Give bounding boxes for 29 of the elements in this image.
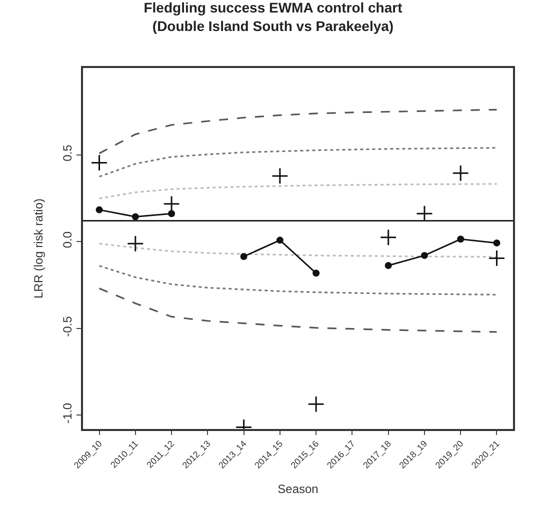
chart-title: Fledgling success EWMA control chart (Double Island South vs Parakeelya)	[144, 0, 403, 34]
point	[168, 210, 176, 218]
point	[452, 164, 470, 182]
point	[457, 236, 464, 243]
point	[384, 262, 392, 270]
point	[312, 270, 320, 277]
point	[271, 168, 288, 184]
point	[380, 228, 397, 246]
y-tick-label: -1.0	[60, 402, 74, 424]
y-axis-title: LRR (log risk ratio)	[31, 198, 46, 299]
point	[132, 213, 139, 220]
line-series	[98, 265, 498, 296]
y-tick-label: 0.0	[60, 231, 74, 248]
line-series	[98, 288, 498, 333]
line-series	[98, 108, 498, 154]
point	[493, 239, 500, 246]
point	[126, 235, 144, 252]
line-series	[98, 183, 498, 200]
line-series	[98, 147, 498, 178]
y-tick-label: 0.5	[60, 144, 74, 162]
point	[96, 206, 103, 214]
point	[308, 396, 325, 413]
point	[90, 154, 108, 172]
point	[276, 236, 284, 244]
point	[240, 252, 248, 260]
x-axis-title: Season	[278, 482, 318, 496]
point	[488, 250, 506, 267]
y-tick-label: -0.5	[60, 316, 74, 337]
point	[420, 252, 428, 259]
